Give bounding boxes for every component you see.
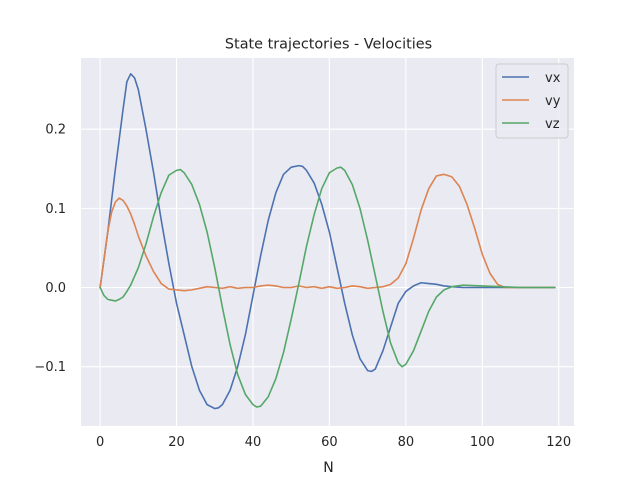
x-tick-label: 40 xyxy=(245,435,262,450)
legend-label-vz: vz xyxy=(545,117,560,132)
x-tick-label: 20 xyxy=(168,435,185,450)
x-tick-label: 100 xyxy=(470,435,495,450)
series-line-vy xyxy=(99,173,556,292)
chart-title: State trajectories - Velocities xyxy=(225,37,432,53)
series-layer xyxy=(99,73,556,410)
y-tick-label: −0.1 xyxy=(34,360,66,375)
y-tick-label: 0.1 xyxy=(45,202,66,217)
x-axis-ticks: 0 20 40 60 80 100 120 xyxy=(96,435,571,450)
legend-label-vx: vx xyxy=(545,71,561,86)
x-tick-label: 80 xyxy=(398,435,415,450)
grid-lines xyxy=(81,58,574,426)
series-line-vz xyxy=(99,166,556,408)
plot-area xyxy=(81,58,574,426)
y-axis-ticks: −0.1 0.0 0.1 0.2 xyxy=(34,123,66,375)
x-tick-label: 0 xyxy=(96,435,104,450)
legend: vx vy vz xyxy=(495,63,569,139)
x-axis-label: N xyxy=(323,460,333,476)
y-tick-label: 0.0 xyxy=(45,281,66,296)
series-line-vx xyxy=(99,73,556,410)
x-tick-label: 60 xyxy=(321,435,338,450)
legend-frame xyxy=(495,63,569,139)
y-tick-label: 0.2 xyxy=(45,123,66,138)
legend-label-vy: vy xyxy=(545,94,561,109)
x-tick-label: 120 xyxy=(546,435,571,450)
